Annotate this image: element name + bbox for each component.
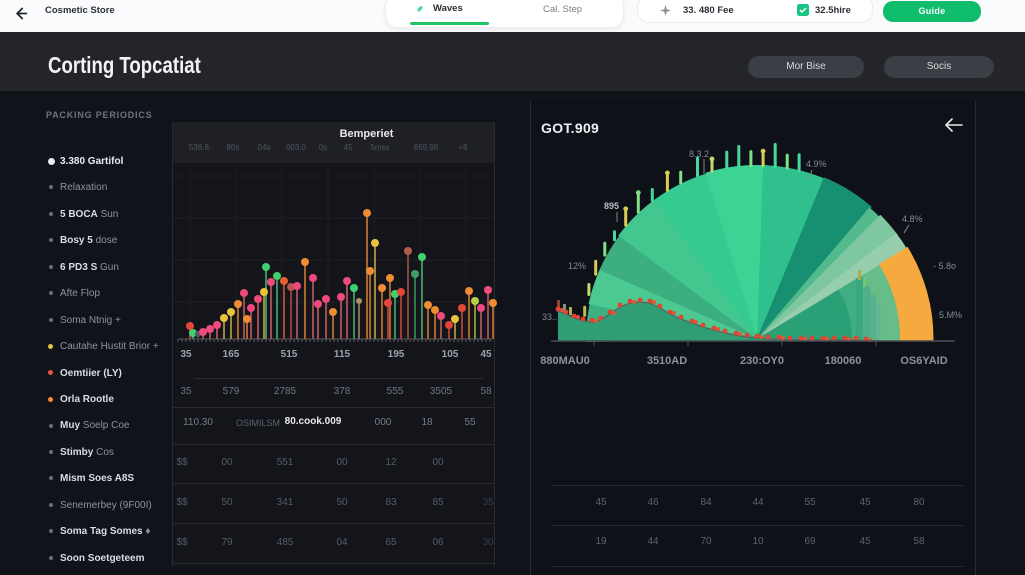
svg-text:895: 895 [604,201,619,211]
svg-text:4.9%: 4.9% [806,159,827,169]
svg-text:4.8%: 4.8% [902,214,923,224]
svg-text:33..: 33.. [542,312,557,322]
svg-text:5.M%: 5.M% [939,310,962,320]
svg-text:8.3.2: 8.3.2 [689,149,709,159]
svg-text:- 5.8o: - 5.8o [933,261,956,271]
svg-text:12%: 12% [568,261,586,271]
